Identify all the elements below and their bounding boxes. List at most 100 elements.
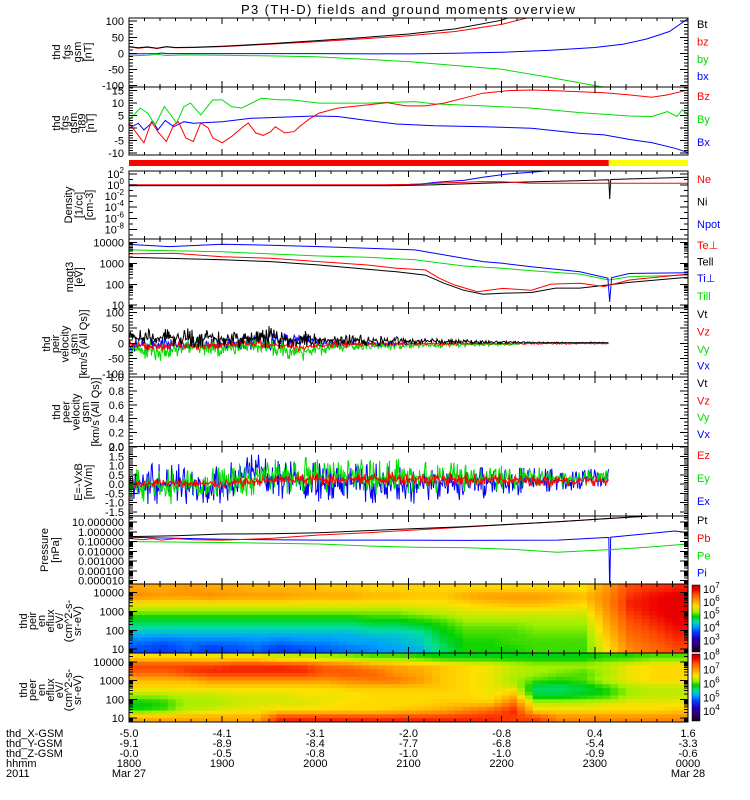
spectrogram-cell [276,664,285,670]
spectrogram-cell [462,661,472,666]
spectrogram-cell [416,595,425,600]
spectrogram-cell [633,644,643,649]
spectrogram-cell [260,687,270,692]
x-annotation-value: -0.0 [120,748,139,760]
spectrogram-cell [664,676,674,681]
spectrogram-cell [307,610,316,615]
spectrogram-cell [633,713,643,719]
y-tick-label: -10 [108,148,124,160]
spectrogram-cell [330,606,340,612]
spectrogram-cell [587,648,596,653]
spectrogram-cell [563,603,573,608]
spectrogram-cell [206,629,215,634]
spectrogram-cell [462,591,472,597]
spectrogram-cell [455,679,464,685]
spectrogram-cell [641,661,650,666]
spectrogram-cell [431,653,441,658]
spectrogram-cell [198,694,208,700]
spectrogram-cell [532,668,542,673]
spectrogram-cell [136,664,146,670]
spectrogram-cell [486,636,495,642]
spectrogram-cell [486,676,495,681]
y-axis-label: E=-VxB [73,463,85,501]
spectrogram-cell [229,644,239,649]
spectrogram-cell [587,584,596,589]
spectrogram-cell [649,717,658,722]
spectrogram-cell [160,640,169,646]
spectrogram-cell [594,610,604,615]
spectrogram-cell [346,664,355,670]
spectrogram-cell [292,603,301,608]
spectrogram-cell [245,694,254,700]
y-tick-label: -1.0 [105,498,124,510]
spectrogram-cell [206,599,215,604]
spectrogram-cell [276,702,285,707]
spectrogram-cell [307,698,316,704]
spectrogram-cell [307,653,316,658]
spectrogram-cell [330,584,340,589]
spectrogram-cell [191,687,200,692]
legend-label-vz: Vz [697,327,710,339]
spectrogram-cell [493,603,503,608]
spectrogram-cell [618,621,627,627]
spectrogram-cell [229,657,239,662]
spectrogram-cell [587,657,596,662]
spectrogram-cell [292,657,301,662]
spectrogram-cell [361,676,371,681]
spectrogram-cell [540,595,549,600]
spectrogram-cell [486,618,495,623]
spectrogram-cell [455,595,464,600]
spectrogram-cell [354,610,363,615]
spectrogram-cell [571,648,580,653]
spectrogram-cell [517,664,526,670]
spectrogram-cell [354,595,363,600]
spectrogram-cell [408,657,417,662]
spectrogram-cell [447,640,456,646]
spectrogram-cell [524,717,534,722]
spectrogram-cell [315,603,324,608]
spectrogram-cell [369,687,379,692]
spectrogram-cell [493,709,503,715]
spectrogram-cell [392,648,402,653]
spectrogram-cell [323,713,332,719]
spectrogram-cell [594,629,604,634]
spectrogram-cell [431,603,441,608]
spectrogram-cell [517,621,526,627]
spectrogram-cell [260,587,270,593]
spectrogram-cell [656,679,666,685]
quality-bar-segment [129,160,609,166]
spectrogram-cell [455,687,464,692]
y-tick-label: 1000 [100,606,124,618]
spectrogram-cell [385,644,394,649]
spectrogram-cell [416,717,425,722]
spectrogram-cell [556,653,565,658]
colorbar-tick-label: 108 [703,647,720,662]
spectrogram-cell [369,709,379,715]
spectrogram-cell [579,599,588,604]
spectrogram-cell [455,676,464,681]
spectrogram-cell [377,717,386,722]
spectrogram-cell [618,664,627,670]
date-label: Mar 27 [112,768,146,780]
spectrogram-cell [571,595,580,600]
spectrogram-cell [354,606,363,612]
spectrogram-cell [152,672,161,677]
spectrogram-cell [579,603,588,608]
spectrogram-cell [229,717,239,722]
spectrogram-cell [253,657,262,662]
spectrogram-cell [361,640,371,646]
spectrogram-cell [214,713,223,719]
spectrogram-cell [641,706,650,711]
spectrogram-cell [222,599,231,604]
spectrogram-cell [641,698,650,704]
spectrogram-cell [136,657,146,662]
spectrogram-cell [152,691,161,696]
spectrogram-cell [641,606,650,612]
spectrogram-cell [354,618,363,623]
spectrogram-cell [260,603,270,608]
spectrogram-cell [439,599,448,604]
spectrogram-cell [416,584,425,589]
spectrogram-cell [625,614,635,619]
spectrogram-cell [315,713,324,719]
